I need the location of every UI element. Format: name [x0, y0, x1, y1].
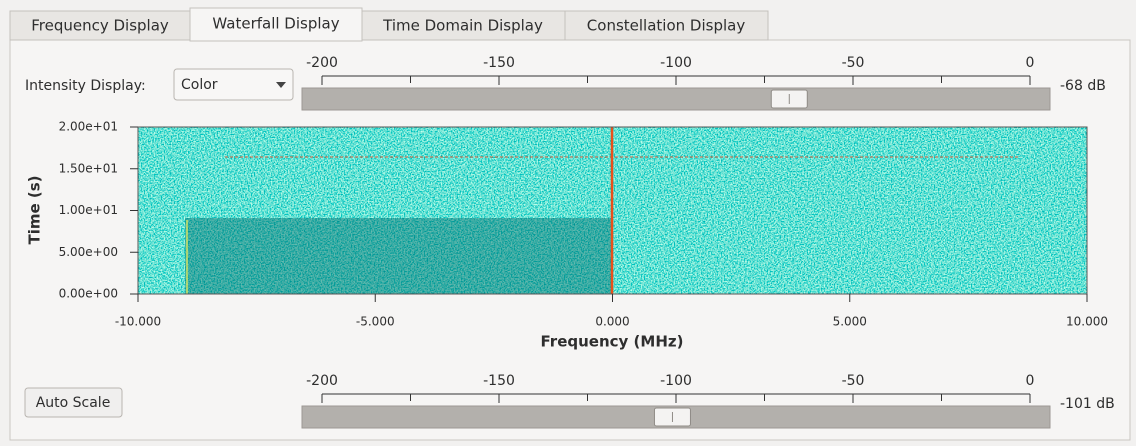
y-tick-label: 2.00e+01	[59, 120, 118, 134]
slider-groove	[301, 87, 1051, 111]
x-axis-label: Frequency (MHz)	[541, 333, 684, 351]
x-tick-label: 5.000	[833, 315, 867, 329]
intensity-label: Intensity Display:	[25, 78, 146, 94]
x-tick-label: -10.000	[115, 315, 161, 329]
tab-label[interactable]: Frequency Display	[31, 17, 169, 35]
slider-tick-label: -50	[842, 55, 865, 71]
tab[interactable]	[564, 10, 769, 41]
tab[interactable]	[361, 10, 566, 41]
slider-tick-label: -200	[306, 55, 338, 71]
y-tick-label: 0.00e+00	[59, 287, 118, 301]
x-tick-label: -5.000	[356, 315, 395, 329]
slider-tick-label: -50	[842, 373, 865, 389]
slider-value: -68 dB	[1060, 78, 1106, 94]
combo-box[interactable]	[173, 68, 294, 101]
tab[interactable]	[9, 10, 191, 41]
tab-label[interactable]: Constellation Display	[587, 17, 746, 35]
slider-tick-label: -200	[306, 373, 338, 389]
combo-value[interactable]: Color	[181, 77, 218, 93]
tab-label[interactable]: Time Domain Display	[382, 17, 543, 35]
y-tick-label: 1.00e+01	[59, 203, 118, 217]
y-tick-label: 1.50e+01	[59, 161, 118, 175]
auto-scale-button[interactable]	[24, 387, 123, 418]
y-tick-label: 5.00e+00	[59, 245, 118, 259]
slider-tick-label: 0	[1026, 55, 1035, 71]
x-tick-label: 10.000	[1066, 315, 1108, 329]
slider-tick-label: -100	[660, 55, 692, 71]
button-label[interactable]: Auto Scale	[36, 395, 111, 411]
slider-value: -101 dB	[1060, 396, 1115, 412]
combo-arrow	[276, 82, 286, 88]
tab-label[interactable]: Waterfall Display	[212, 15, 339, 33]
slider-tick-label: 0	[1026, 373, 1035, 389]
y-axis-label: Time (s)	[26, 175, 44, 244]
slider-tick-label: -100	[660, 373, 692, 389]
slider-tick-label: -150	[483, 55, 515, 71]
waterfall-dim-region	[185, 218, 612, 294]
tab-active[interactable]	[189, 7, 363, 42]
x-tick-label: 0.000	[595, 315, 629, 329]
slider-tick-label: -150	[483, 373, 515, 389]
